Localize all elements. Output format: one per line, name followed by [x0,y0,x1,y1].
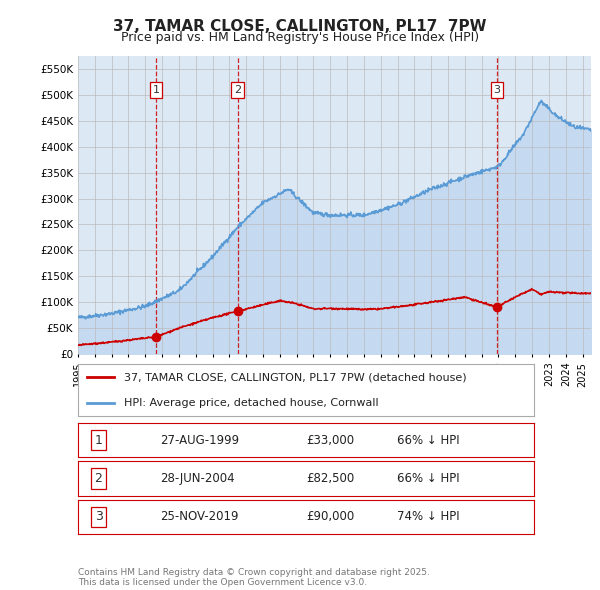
Text: 2: 2 [95,472,103,485]
Text: 27-AUG-1999: 27-AUG-1999 [160,434,239,447]
Text: 74% ↓ HPI: 74% ↓ HPI [397,510,460,523]
Text: 25-NOV-2019: 25-NOV-2019 [160,510,239,523]
Text: 66% ↓ HPI: 66% ↓ HPI [397,434,460,447]
Text: 37, TAMAR CLOSE, CALLINGTON, PL17  7PW: 37, TAMAR CLOSE, CALLINGTON, PL17 7PW [113,19,487,34]
Text: 66% ↓ HPI: 66% ↓ HPI [397,472,460,485]
Text: 2: 2 [234,85,241,95]
Text: £82,500: £82,500 [306,472,354,485]
Text: £90,000: £90,000 [306,510,354,523]
Text: HPI: Average price, detached house, Cornwall: HPI: Average price, detached house, Corn… [124,398,378,408]
Text: 28-JUN-2004: 28-JUN-2004 [160,472,235,485]
Text: 1: 1 [95,434,103,447]
Text: 3: 3 [95,510,103,523]
Text: 1: 1 [153,85,160,95]
Text: £33,000: £33,000 [306,434,354,447]
Text: Price paid vs. HM Land Registry's House Price Index (HPI): Price paid vs. HM Land Registry's House … [121,31,479,44]
Text: 3: 3 [493,85,500,95]
Text: 37, TAMAR CLOSE, CALLINGTON, PL17 7PW (detached house): 37, TAMAR CLOSE, CALLINGTON, PL17 7PW (d… [124,372,466,382]
Text: Contains HM Land Registry data © Crown copyright and database right 2025.
This d: Contains HM Land Registry data © Crown c… [78,568,430,587]
